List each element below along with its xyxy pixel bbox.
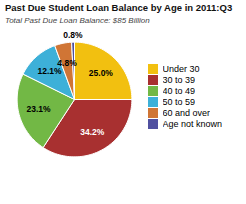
html-text:30 to 39: 30 to 39 — [162, 74, 195, 85]
svg-text:0.8%: 0.8% — [63, 30, 83, 40]
html-text:40 to 49: 40 to 49 — [162, 85, 195, 96]
html-text:Past Due Student Loan Balance: Past Due Student Loan Balance by Age in … — [5, 2, 233, 13]
html-text:Age not known: Age not known — [162, 118, 222, 129]
svg-text:4.8%: 4.8% — [57, 58, 77, 68]
svg-text:23.1%: 23.1% — [26, 104, 51, 114]
html-text:60 and over: 60 and over — [162, 107, 210, 118]
svg-text:25.0%: 25.0% — [89, 68, 114, 78]
html-text:Total Past Due Loan Balance: $: Total Past Due Loan Balance: $85 Billion — [5, 15, 150, 25]
svg-text:12.1%: 12.1% — [38, 66, 63, 76]
svg-text:34.2%: 34.2% — [80, 127, 105, 137]
html-text:Under 30: Under 30 — [162, 63, 200, 74]
html-text:50 to 59: 50 to 59 — [162, 96, 195, 107]
